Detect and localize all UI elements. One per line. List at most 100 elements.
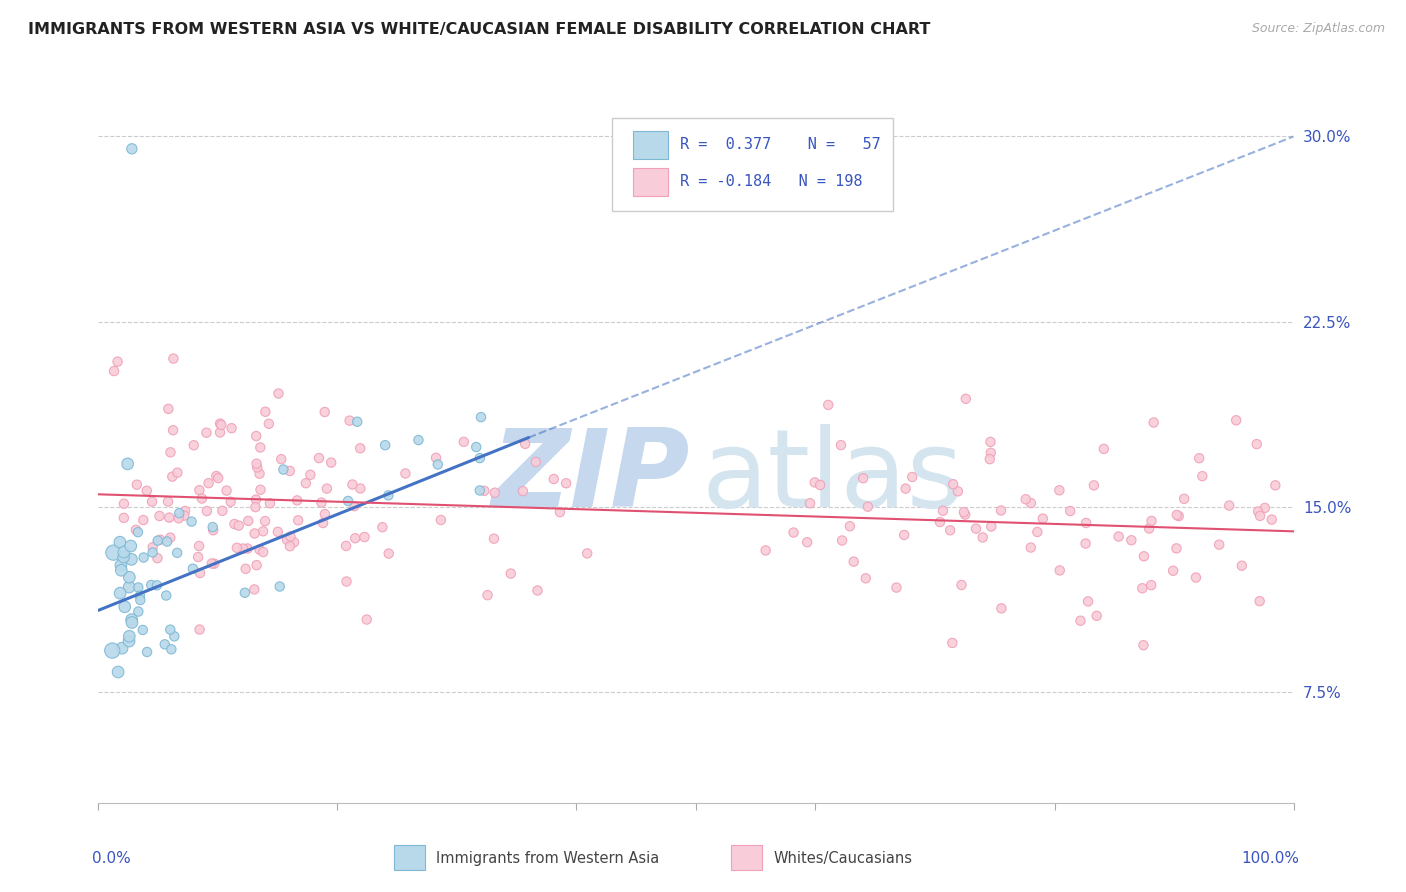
Point — [1074, 536, 1097, 550]
Point — [191, 491, 214, 506]
Point — [755, 543, 778, 558]
Point — [353, 530, 375, 544]
Point — [1173, 491, 1195, 506]
Point — [259, 496, 281, 510]
Point — [103, 546, 125, 560]
Point — [796, 535, 818, 549]
Point — [1161, 564, 1184, 578]
Point — [513, 437, 536, 451]
Point — [349, 482, 371, 496]
Point — [118, 634, 141, 648]
Point — [477, 588, 499, 602]
Point — [118, 629, 141, 643]
Point — [125, 523, 148, 537]
Point — [197, 476, 219, 491]
FancyBboxPatch shape — [613, 118, 893, 211]
Point — [1208, 538, 1230, 552]
Point — [1083, 478, 1105, 492]
Text: 100.0%: 100.0% — [1241, 851, 1299, 866]
Point — [1047, 483, 1070, 498]
Point — [132, 550, 155, 565]
Text: Source: ZipAtlas.com: Source: ZipAtlas.com — [1251, 22, 1385, 36]
Point — [249, 467, 271, 481]
Point — [1019, 541, 1042, 555]
Point — [283, 535, 305, 549]
Point — [1225, 413, 1247, 427]
Point — [285, 493, 308, 508]
Point — [180, 515, 202, 529]
Point — [932, 504, 955, 518]
Point — [1140, 578, 1163, 592]
Point — [465, 440, 488, 454]
Point — [162, 423, 184, 437]
Point — [173, 508, 195, 523]
Point — [893, 528, 915, 542]
Point — [270, 452, 292, 467]
Point — [112, 511, 135, 525]
Point — [576, 546, 599, 560]
Point — [125, 477, 148, 491]
Point — [972, 531, 994, 545]
Point — [1191, 469, 1213, 483]
Point — [484, 485, 506, 500]
Point — [142, 545, 165, 559]
Point — [1264, 478, 1286, 492]
Point — [1133, 549, 1156, 564]
Point — [468, 451, 491, 466]
Point — [166, 546, 188, 560]
Point — [799, 496, 821, 510]
Point — [856, 500, 879, 514]
Point — [344, 531, 367, 545]
Point — [243, 582, 266, 597]
Point — [233, 586, 256, 600]
Point — [246, 460, 269, 475]
Point — [808, 478, 831, 492]
Point — [211, 504, 233, 518]
Point — [817, 398, 839, 412]
Point — [1249, 594, 1271, 608]
Point — [269, 580, 291, 594]
Point — [243, 526, 266, 541]
Point — [343, 499, 366, 513]
Point — [129, 593, 152, 607]
Point — [195, 504, 218, 518]
Point — [155, 589, 177, 603]
Point — [831, 533, 853, 548]
Point — [112, 545, 135, 559]
Point — [114, 599, 136, 614]
Point — [111, 641, 134, 656]
Point — [371, 520, 394, 534]
FancyBboxPatch shape — [633, 168, 668, 195]
Point — [524, 455, 547, 469]
Point — [108, 586, 131, 600]
Point — [337, 494, 360, 508]
Point — [110, 563, 132, 577]
Point — [356, 613, 378, 627]
Point — [1085, 608, 1108, 623]
Point — [249, 483, 271, 497]
Point — [377, 488, 399, 502]
Point — [1015, 492, 1038, 507]
Point — [208, 425, 231, 440]
Point — [245, 492, 267, 507]
Point — [979, 452, 1001, 467]
Point — [830, 438, 852, 452]
Point — [308, 451, 330, 466]
Point — [209, 417, 232, 432]
Point — [782, 525, 804, 540]
Point — [110, 558, 132, 573]
Point — [156, 534, 179, 549]
Point — [225, 541, 247, 555]
Point — [120, 539, 142, 553]
Point — [339, 414, 361, 428]
Point — [163, 629, 186, 643]
Point — [1166, 541, 1188, 556]
Point — [183, 438, 205, 452]
Point — [207, 471, 229, 485]
Point — [166, 466, 188, 480]
Text: atlas: atlas — [702, 424, 965, 530]
Point — [1077, 594, 1099, 608]
Point — [929, 515, 952, 529]
Point — [201, 557, 224, 571]
Point — [287, 513, 309, 527]
